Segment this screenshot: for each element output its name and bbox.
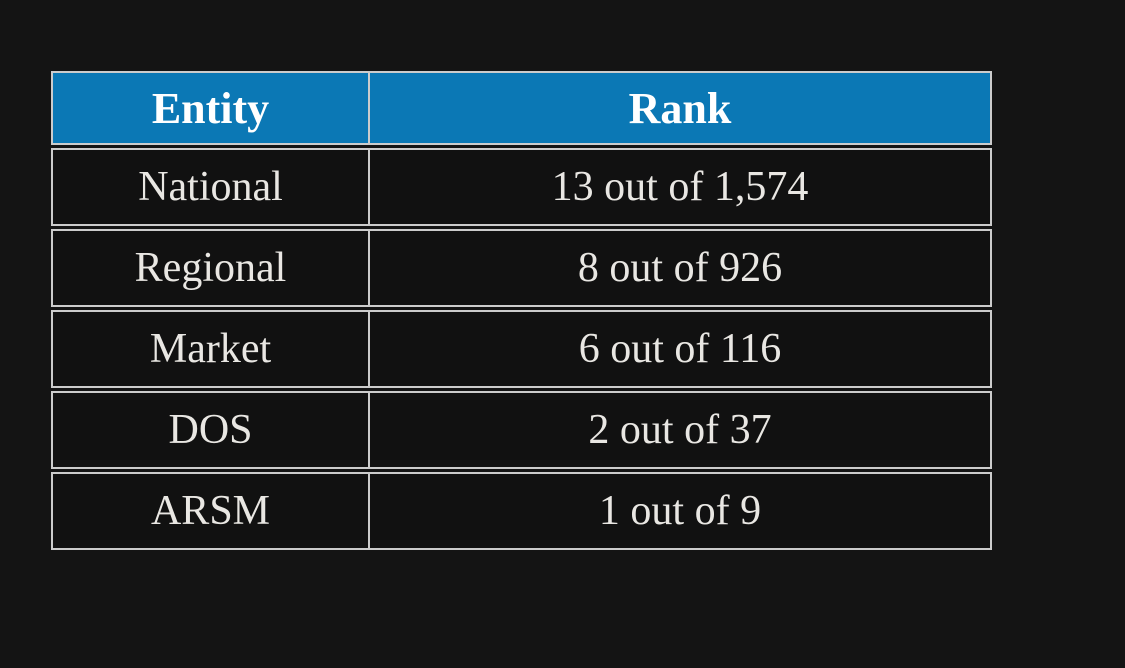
entity-cell: Market <box>51 310 370 388</box>
rank-cell: 6 out of 116 <box>370 310 992 388</box>
column-header-entity: Entity <box>51 71 370 145</box>
column-header-rank: Rank <box>370 71 992 145</box>
rank-cell: 8 out of 926 <box>370 229 992 307</box>
table-header-row: Entity Rank <box>51 71 992 145</box>
rank-cell: 2 out of 37 <box>370 391 992 469</box>
table-row: Market 6 out of 116 <box>51 310 992 388</box>
entity-rank-table: Entity Rank National 13 out of 1,574 Reg… <box>51 68 992 553</box>
table-row: National 13 out of 1,574 <box>51 148 992 226</box>
table-row: DOS 2 out of 37 <box>51 391 992 469</box>
rank-cell: 1 out of 9 <box>370 472 992 550</box>
rank-cell: 13 out of 1,574 <box>370 148 992 226</box>
table-row: ARSM 1 out of 9 <box>51 472 992 550</box>
entity-cell: National <box>51 148 370 226</box>
entity-cell: DOS <box>51 391 370 469</box>
entity-cell: ARSM <box>51 472 370 550</box>
entity-cell: Regional <box>51 229 370 307</box>
table-row: Regional 8 out of 926 <box>51 229 992 307</box>
